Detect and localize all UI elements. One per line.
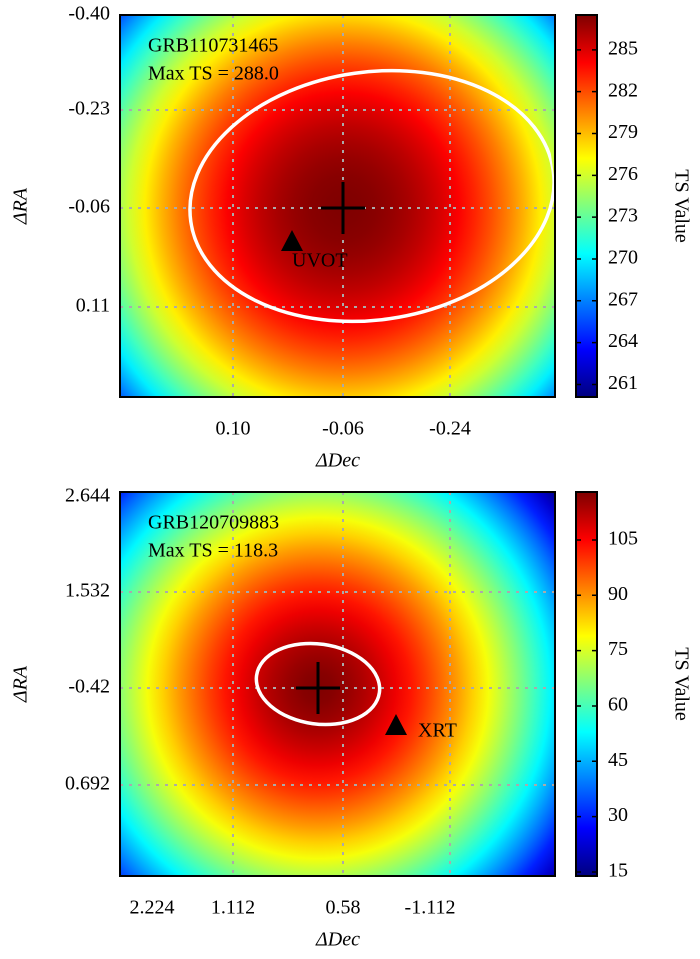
y-tick-label: 2.644	[65, 485, 110, 507]
colorbar-tick-label: 279	[608, 121, 638, 143]
colorbar-tick-label: 267	[608, 288, 638, 310]
grid	[120, 492, 555, 876]
y-tick-label: -0.23	[68, 98, 110, 120]
colorbar-tick-label: 60	[608, 694, 628, 716]
y-tick-label: 0.692	[65, 773, 110, 795]
colorbar	[575, 14, 598, 398]
colorbar-label: TS Value	[670, 647, 692, 721]
colorbar-tick-label: 261	[608, 372, 638, 394]
frame	[119, 14, 556, 398]
heatmap	[120, 492, 555, 876]
colorbar-tick-label: 15	[608, 860, 628, 882]
y-tick-label: 1.532	[65, 580, 110, 602]
chart-title: GRB110731465	[148, 35, 278, 57]
marker-triangle	[281, 230, 303, 251]
colorbar-tick-label: 75	[608, 638, 628, 660]
colorbar-tick-label: 45	[608, 749, 628, 771]
x-tick-label: 1.112	[211, 897, 255, 919]
contour	[254, 641, 382, 727]
annotation: Max TS = 288.0	[148, 63, 279, 85]
annotation: Max TS = 118.3	[148, 540, 278, 562]
x-tick-label: -0.24	[429, 418, 471, 440]
colorbar-label: TS Value	[670, 169, 692, 243]
best-position	[296, 662, 340, 714]
marker-label: XRT	[418, 720, 457, 742]
colorbar-tick-label: 270	[608, 247, 638, 269]
heatmap	[120, 15, 555, 397]
colorbar-tick-label: 276	[608, 163, 638, 185]
frame	[119, 491, 556, 877]
best-position	[321, 182, 365, 234]
y-axis-label: ΔRA	[10, 187, 32, 225]
x-tick-label: 0.10	[216, 418, 251, 440]
chart-title: GRB120709883	[148, 512, 279, 534]
y-tick-label: -0.40	[68, 3, 110, 25]
x-tick-label: -0.06	[322, 418, 364, 440]
y-tick-label: 0.11	[76, 295, 110, 317]
x-axis-label: ΔDec	[315, 450, 360, 472]
colorbar-tick-label: 264	[608, 330, 638, 352]
colorbar-tick-label: 285	[608, 37, 638, 59]
y-axis-label: ΔRA	[10, 665, 32, 703]
colorbar-tick-label: 30	[608, 804, 628, 826]
x-tick-label: 2.224	[130, 897, 175, 919]
colorbar	[575, 491, 598, 877]
colorbar-tick-label: 90	[608, 583, 628, 605]
x-tick-label: 0.58	[326, 897, 361, 919]
colorbar-tick-label: 282	[608, 79, 638, 101]
contour	[188, 68, 556, 324]
x-tick-label: -1.112	[405, 897, 456, 919]
marker-label: UVOT	[292, 250, 348, 272]
x-axis-label: ΔDec	[315, 929, 360, 951]
colorbar-tick-label: 105	[608, 528, 638, 550]
marker-triangle	[385, 714, 407, 735]
colorbar-tick-label: 273	[608, 205, 638, 227]
y-tick-label: -0.06	[68, 196, 110, 218]
y-tick-label: -0.42	[68, 676, 110, 698]
